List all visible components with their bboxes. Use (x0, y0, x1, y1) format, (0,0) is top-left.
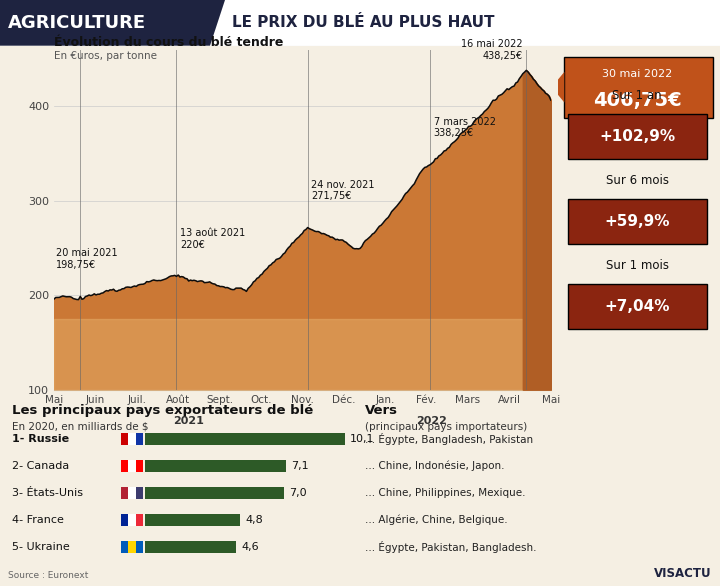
Text: Les principaux pays exportateurs de blé: Les principaux pays exportateurs de blé (12, 404, 313, 417)
FancyBboxPatch shape (567, 199, 707, 244)
Text: 2022: 2022 (416, 416, 447, 426)
Text: ... Chine, Philippines, Mexique.: ... Chine, Philippines, Mexique. (365, 488, 526, 498)
Text: AGRICULTURE: AGRICULTURE (8, 14, 146, 32)
Text: 24 nov. 2021
271,75€: 24 nov. 2021 271,75€ (311, 179, 374, 201)
Bar (135, 459, 143, 472)
Text: En 2020, en milliards de $: En 2020, en milliards de $ (12, 421, 148, 431)
FancyBboxPatch shape (564, 57, 714, 118)
Text: +59,9%: +59,9% (605, 214, 670, 229)
Polygon shape (0, 0, 225, 46)
Text: VISACTU: VISACTU (654, 567, 712, 580)
Text: 4- France: 4- France (12, 515, 64, 525)
Text: 13 août 2021
220€: 13 août 2021 220€ (180, 229, 246, 250)
Text: +102,9%: +102,9% (599, 129, 675, 144)
Bar (135, 541, 143, 553)
Bar (121, 459, 128, 472)
Text: Source : Euronext: Source : Euronext (8, 571, 89, 580)
Polygon shape (552, 72, 564, 103)
Bar (145, 514, 240, 526)
Text: 30 mai 2022: 30 mai 2022 (602, 69, 672, 79)
Text: 20 mai 2021
198,75€: 20 mai 2021 198,75€ (55, 248, 117, 270)
Text: 1- Russie: 1- Russie (12, 434, 69, 444)
Text: 406,75€: 406,75€ (593, 91, 682, 110)
Text: ... Égypte, Pakistan, Bangladesh.: ... Égypte, Pakistan, Bangladesh. (365, 541, 536, 553)
Bar (128, 459, 135, 472)
Bar (128, 487, 135, 499)
Text: 7,1: 7,1 (291, 461, 308, 471)
Text: Sur 1 an: Sur 1 an (613, 89, 662, 102)
Text: 2021: 2021 (173, 416, 204, 426)
Bar (128, 432, 135, 445)
Bar (135, 487, 143, 499)
Bar (121, 487, 128, 499)
Bar (135, 432, 143, 445)
Bar (121, 541, 128, 553)
Text: LE PRIX DU BLÉ AU PLUS HAUT: LE PRIX DU BLÉ AU PLUS HAUT (232, 15, 495, 30)
Text: +7,04%: +7,04% (605, 299, 670, 314)
Bar (145, 459, 286, 472)
Bar (145, 432, 345, 445)
Bar (135, 514, 143, 526)
FancyBboxPatch shape (567, 284, 707, 329)
Text: ... Égypte, Bangladesh, Pakistan: ... Égypte, Bangladesh, Pakistan (365, 432, 533, 445)
Text: (principaux pays importateurs): (principaux pays importateurs) (365, 421, 527, 431)
Bar (128, 541, 135, 553)
Text: ... Chine, Indonésie, Japon.: ... Chine, Indonésie, Japon. (365, 461, 505, 471)
FancyBboxPatch shape (567, 114, 707, 159)
Bar (145, 541, 236, 553)
Text: Sur 6 mois: Sur 6 mois (606, 174, 669, 187)
Bar (121, 514, 128, 526)
Text: 10,1: 10,1 (350, 434, 374, 444)
Text: En €uros, par tonne: En €uros, par tonne (54, 51, 157, 61)
Text: Sur 1 mois: Sur 1 mois (606, 259, 669, 272)
Bar (145, 487, 284, 499)
Text: 5- Ukraine: 5- Ukraine (12, 542, 70, 552)
Text: 2- Canada: 2- Canada (12, 461, 69, 471)
Text: 16 mai 2022
438,25€: 16 mai 2022 438,25€ (462, 39, 523, 61)
Text: Vers: Vers (365, 404, 398, 417)
Bar (128, 514, 135, 526)
Text: ... Algérie, Chine, Belgique.: ... Algérie, Chine, Belgique. (365, 515, 508, 525)
Bar (121, 432, 128, 445)
Text: 3- États-Unis: 3- États-Unis (12, 488, 83, 498)
Text: Évolution du cours du blé tendre: Évolution du cours du blé tendre (54, 36, 284, 49)
Text: 7 mars 2022
338,25€: 7 mars 2022 338,25€ (433, 117, 495, 138)
Text: 4,6: 4,6 (241, 542, 258, 552)
Text: 4,8: 4,8 (245, 515, 263, 525)
Text: 7,0: 7,0 (289, 488, 306, 498)
